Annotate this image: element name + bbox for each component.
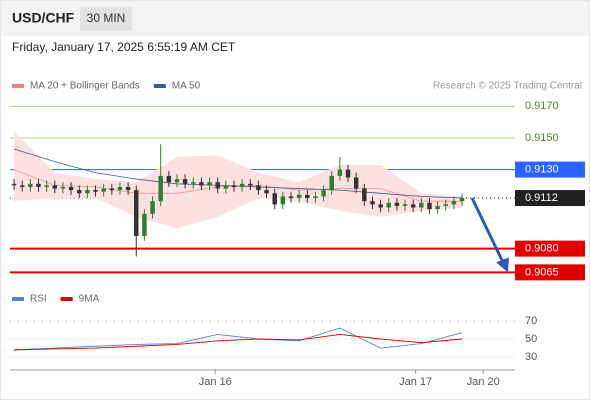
candle-body (321, 190, 326, 197)
candle-body (345, 169, 351, 178)
candle-body (378, 204, 383, 208)
level-label-box (515, 190, 585, 207)
level-label: 0.9065 (525, 266, 559, 278)
candle-body (394, 202, 400, 206)
candle-body (142, 213, 147, 236)
candle-body (117, 186, 123, 191)
candle-body (93, 190, 98, 192)
legend-label: MA 50 (172, 81, 201, 92)
candle-body (68, 186, 74, 191)
legend-swatch (12, 297, 24, 301)
candle-body (313, 196, 318, 199)
legend-swatch (60, 297, 73, 301)
candle-body (158, 175, 163, 202)
candle-body (19, 185, 25, 187)
candle-body (76, 190, 82, 194)
credit: Research © 2025 Trading Central (433, 81, 582, 92)
forecast-arrowhead (496, 257, 509, 273)
candle-body (52, 185, 58, 189)
candle-body (370, 201, 375, 205)
candle-body (182, 179, 188, 184)
candle-body (125, 186, 131, 191)
candle-body (305, 194, 310, 199)
x-tick-label: Jan 16 (199, 376, 232, 388)
candle-body (199, 182, 204, 186)
candle-body (248, 183, 253, 186)
candle-body (419, 202, 424, 208)
candle-body (329, 175, 334, 191)
candle-body (223, 185, 229, 189)
candle-body (435, 205, 440, 210)
indicator-line (14, 327, 463, 351)
candle-body (296, 194, 302, 199)
legend-swatch (153, 84, 166, 88)
candle-body (191, 182, 196, 184)
candle-body (85, 190, 90, 194)
forecast-arrow (470, 197, 506, 266)
candle-body (101, 188, 106, 192)
candle-body (207, 182, 212, 186)
level-label-box (515, 240, 585, 257)
candle-body (451, 201, 457, 205)
candle-body (410, 204, 416, 208)
x-tick-label: Jan 17 (399, 376, 432, 388)
legend-swatch (12, 84, 24, 88)
level-label: 0.9080 (525, 243, 559, 255)
candle-body (36, 183, 41, 187)
level-label: 0.9112 (525, 192, 558, 204)
level-label-box (515, 161, 585, 178)
candle-body (337, 169, 343, 176)
candle-body (239, 183, 245, 187)
y-tick-label: 70 (525, 315, 537, 327)
legend-label: 9MA (79, 294, 100, 305)
candle-body (150, 201, 155, 214)
candle-body (166, 175, 172, 183)
candle-body (11, 183, 17, 186)
y-tick-label: 30 (525, 351, 537, 363)
level-label-box (515, 264, 585, 281)
candle-body (272, 193, 277, 205)
x-tick-label: Jan 20 (467, 376, 500, 388)
candle-body (256, 185, 261, 191)
datetime: Friday, January 17, 2025 6:55:19 AM CET (12, 40, 236, 54)
candle-body (353, 177, 359, 189)
legend-label: RSI (30, 294, 47, 305)
level-label: 0.9170 (525, 100, 559, 112)
candle-body (264, 190, 269, 194)
candle-body (109, 188, 115, 191)
symbol: USD/CHF (12, 10, 75, 26)
candle-body (280, 196, 286, 205)
candle-body (60, 186, 66, 189)
candle-body (386, 202, 391, 208)
candle-body (174, 179, 180, 183)
timeframe[interactable]: 30 MIN (87, 11, 126, 25)
candle-body (402, 204, 408, 206)
level-label: 0.9150 (525, 132, 559, 144)
level-label: 0.9130 (525, 163, 559, 175)
candle-body (362, 188, 367, 202)
ma50-line (13, 148, 463, 199)
candle-body (443, 204, 449, 206)
legend-label: MA 20 + Bollinger Bands (30, 81, 140, 92)
candle-body (44, 185, 49, 187)
candle-body (459, 198, 465, 202)
candle-body (427, 202, 432, 210)
bollinger-band (14, 131, 463, 229)
candle-body (288, 196, 294, 199)
candle-body (231, 185, 237, 187)
candle-body (134, 190, 139, 236)
timeframe-box[interactable] (80, 7, 132, 31)
candle-body (215, 182, 220, 189)
y-tick-label: 50 (525, 333, 537, 345)
indicator-line (14, 334, 463, 351)
candle-body (28, 183, 33, 187)
